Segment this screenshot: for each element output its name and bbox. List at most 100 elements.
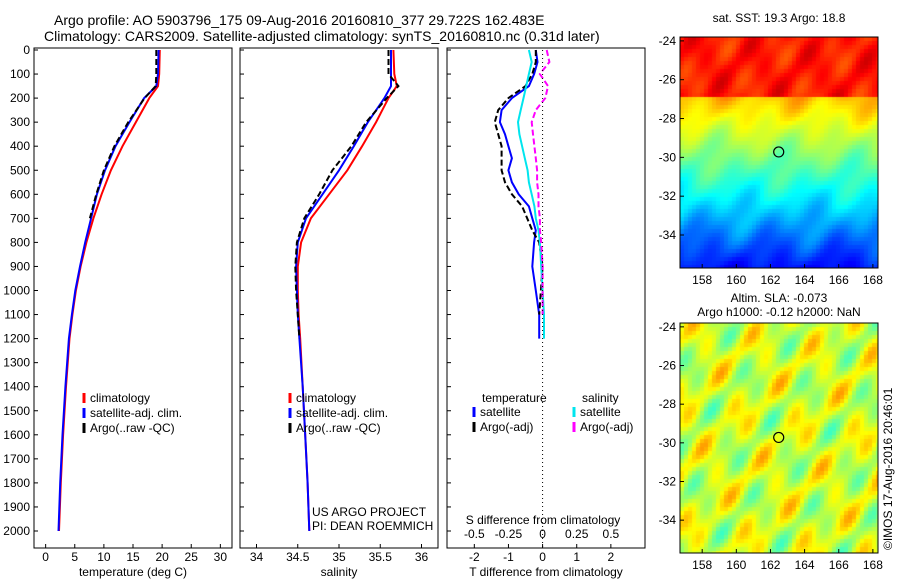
series-line-argo---raw--qc- bbox=[88, 50, 158, 219]
y-tick-label: 700 bbox=[10, 211, 30, 225]
series-line-s-satellite bbox=[516, 49, 545, 339]
y-tick-label: 800 bbox=[10, 235, 30, 249]
lat-tick-label: -24 bbox=[659, 34, 677, 48]
y-tick-label: 0 bbox=[23, 43, 30, 57]
legend-label: satellite-adj. clim. bbox=[90, 406, 182, 420]
y-tick-label: 600 bbox=[10, 187, 30, 201]
legend-label: Argo(..raw -QC) bbox=[296, 421, 381, 435]
legend-label: climatology bbox=[90, 391, 150, 405]
lon-tick-label: 166 bbox=[829, 273, 849, 287]
lat-tick-label: -30 bbox=[659, 150, 677, 164]
legend-label: climatology bbox=[296, 391, 356, 405]
series-line-climatology bbox=[296, 49, 398, 532]
lat-tick-label: -28 bbox=[659, 112, 677, 126]
x-axis-label: salinity bbox=[321, 565, 358, 579]
lat-tick-label: -24 bbox=[659, 320, 677, 334]
lon-tick-label: 160 bbox=[726, 273, 746, 287]
series-line-t-satellite bbox=[498, 49, 541, 339]
lon-tick-label: 162 bbox=[760, 558, 780, 572]
x-tick-label: 34 bbox=[250, 550, 264, 564]
y-tick-label: 1800 bbox=[3, 476, 30, 490]
x-tick-label: 0 bbox=[42, 550, 49, 564]
x2-tick-label: -0.25 bbox=[495, 527, 523, 541]
x-tick-label: 35 bbox=[332, 550, 346, 564]
x-axis-label: temperature (deg C) bbox=[79, 565, 187, 579]
x2-tick-label: 0 bbox=[539, 527, 546, 541]
y-tick-label: 500 bbox=[10, 163, 30, 177]
sla-subtitle: Argo h1000: -0.12 h2000: NaN bbox=[697, 305, 860, 319]
x-tick-label: -1 bbox=[503, 550, 514, 564]
legend-label: satellite bbox=[580, 405, 621, 419]
x2-axis-label: S difference from climatology bbox=[466, 513, 621, 527]
lon-tick-label: 158 bbox=[692, 558, 712, 572]
y-tick-label: 1300 bbox=[3, 356, 30, 370]
x-tick-label: 20 bbox=[155, 550, 169, 564]
lon-tick-label: 162 bbox=[760, 273, 780, 287]
y-tick-label: 1900 bbox=[3, 500, 30, 514]
legend-title-temperature: temperature bbox=[482, 391, 547, 405]
y-tick-label: 200 bbox=[10, 91, 30, 105]
pi-text: PI: DEAN ROEMMICH bbox=[312, 519, 433, 533]
x-tick-label: 2 bbox=[608, 550, 615, 564]
argo-position-marker bbox=[773, 431, 785, 444]
lon-tick-label: 166 bbox=[829, 558, 849, 572]
lat-tick-label: -26 bbox=[659, 73, 677, 87]
lat-tick-label: -28 bbox=[659, 397, 677, 411]
x-axis-label: T difference from climatology bbox=[469, 565, 623, 579]
lon-tick-label: 164 bbox=[795, 558, 815, 572]
y-tick-label: 100 bbox=[10, 67, 30, 81]
x2-tick-label: 0.5 bbox=[603, 527, 620, 541]
series-line-argo---raw--qc- bbox=[294, 50, 400, 339]
temp-axes-box bbox=[33, 47, 233, 549]
x-tick-label: 15 bbox=[126, 550, 140, 564]
x2-tick-label: -0.5 bbox=[464, 527, 485, 541]
x-tick-label: 36 bbox=[415, 550, 429, 564]
lat-tick-label: -30 bbox=[659, 436, 677, 450]
y-tick-label: 400 bbox=[10, 139, 30, 153]
lat-tick-label: -26 bbox=[659, 359, 677, 373]
legend-label: Argo(..raw -QC) bbox=[90, 421, 175, 435]
argo-position-marker bbox=[773, 146, 785, 158]
y-tick-label: 1700 bbox=[3, 452, 30, 466]
y-tick-label: 1600 bbox=[3, 428, 30, 442]
lat-tick-label: -32 bbox=[659, 474, 677, 488]
diff-axes-box bbox=[446, 47, 646, 549]
series-line-t-argo--adj- bbox=[493, 50, 544, 315]
x-tick-label: 34.5 bbox=[286, 550, 310, 564]
y-tick-label: 1100 bbox=[4, 308, 30, 322]
legend-label: satellite-adj. clim. bbox=[296, 406, 388, 420]
lon-tick-label: 164 bbox=[795, 273, 815, 287]
y-tick-label: 900 bbox=[10, 259, 30, 273]
y-tick-label: 1200 bbox=[3, 332, 30, 346]
x-tick-label: 1 bbox=[573, 550, 580, 564]
legend-label: Argo(-adj) bbox=[580, 420, 633, 434]
x2-tick-label: 0.25 bbox=[565, 527, 589, 541]
lon-tick-label: 168 bbox=[863, 273, 883, 287]
series-line-satellite-adj--clim- bbox=[57, 49, 160, 532]
y-tick-label: 1500 bbox=[3, 404, 30, 418]
series-line-satellite-adj--clim- bbox=[295, 50, 392, 532]
x-tick-label: 25 bbox=[185, 550, 199, 564]
y-tick-label: 300 bbox=[10, 115, 30, 129]
sst-heatmap bbox=[680, 37, 878, 268]
y-tick-label: 2000 bbox=[3, 524, 30, 538]
legend-label: satellite bbox=[480, 405, 521, 419]
title-line-2: Climatology: CARS2009. Satellite-adjuste… bbox=[44, 28, 600, 44]
sst-title: sat. SST: 19.3 Argo: 18.8 bbox=[713, 11, 846, 25]
x-tick-label: -2 bbox=[469, 550, 480, 564]
lon-tick-label: 160 bbox=[726, 558, 746, 572]
lon-tick-label: 158 bbox=[692, 273, 712, 287]
y-tick-label: 1400 bbox=[3, 380, 30, 394]
legend-label: Argo(-adj) bbox=[480, 420, 533, 434]
sla-map-frame bbox=[679, 322, 879, 554]
x-tick-label: 10 bbox=[97, 550, 111, 564]
series-line-climatology bbox=[58, 49, 161, 532]
sal-axes-box bbox=[239, 47, 439, 549]
lat-tick-label: -34 bbox=[659, 228, 677, 242]
legend-title-salinity: salinity bbox=[582, 391, 619, 405]
lat-tick-label: -32 bbox=[659, 189, 677, 203]
x-tick-label: 0 bbox=[539, 550, 546, 564]
title-line-1: Argo profile: AO 5903796_175 09-Aug-2016… bbox=[54, 12, 545, 28]
